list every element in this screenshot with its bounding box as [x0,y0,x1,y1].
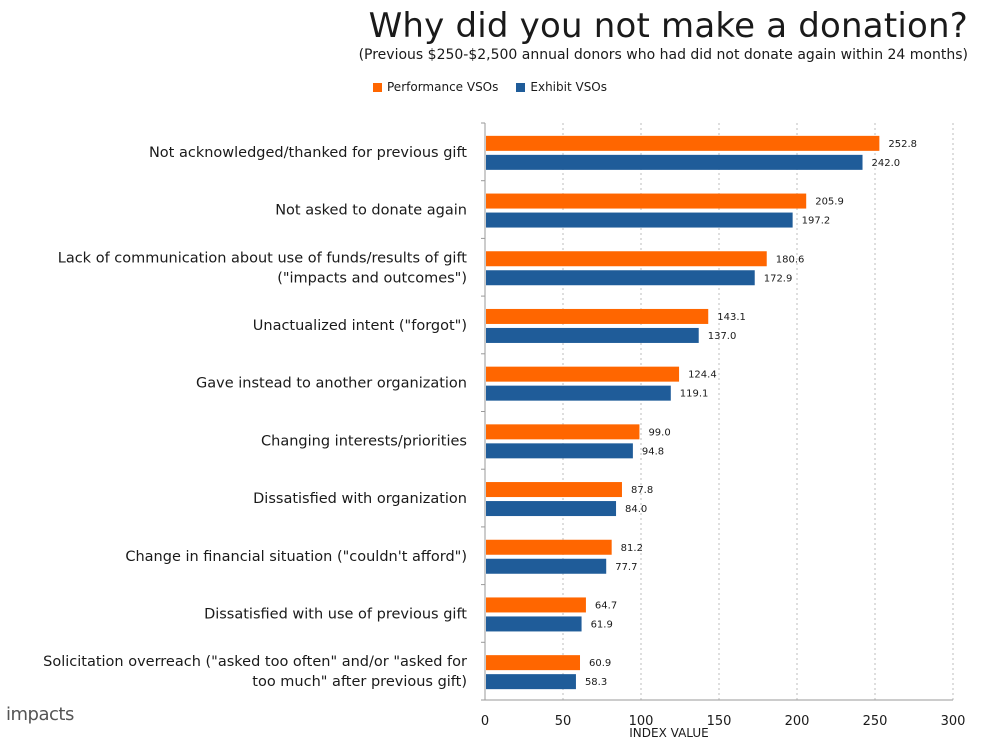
category-label: Lack of communication about use of funds… [58,250,468,266]
bar-performance [486,308,709,324]
bar-exhibit [486,674,576,690]
x-tick-label: 150 [707,714,732,729]
category-label: Dissatisfied with organization [253,491,467,507]
data-label: 180.6 [776,254,805,265]
data-label: 60.9 [589,658,611,669]
bar-performance [486,193,807,209]
impacts-logo: impacts [6,704,74,725]
data-label: 99.0 [648,427,670,438]
bar-exhibit [486,501,617,517]
data-label: 84.0 [625,504,647,515]
data-label: 87.8 [631,485,653,496]
data-label: 242.0 [872,158,901,169]
legend-item-performance: Performance VSOs [373,80,498,94]
bar-performance [486,135,880,151]
data-label: 58.3 [585,677,607,688]
x-tick-label: 200 [785,714,810,729]
bar-exhibit [486,270,755,286]
category-label: Not asked to donate again [275,203,467,219]
category-label: Unactualized intent ("forgot") [253,318,467,334]
category-label: Change in financial situation ("couldn't… [125,549,467,565]
data-label: 77.7 [615,562,637,573]
legend: Performance VSOs Exhibit VSOs [373,80,607,94]
x-axis-title: INDEX VALUE [629,726,708,737]
bar-exhibit [486,212,793,228]
bar-exhibit [486,616,582,632]
data-label: 137.0 [708,331,737,342]
x-tick-label: 100 [629,714,654,729]
category-label: Gave instead to another organization [196,376,467,392]
bar-performance [486,251,767,267]
bar-exhibit [486,327,699,343]
data-label: 61.9 [591,619,613,630]
x-tick-label: 300 [941,714,966,729]
category-label: Changing interests/priorities [261,433,467,449]
x-tick-label: 0 [481,714,489,729]
bar-exhibit [486,443,633,459]
bar-performance [486,539,612,555]
bar-performance [486,597,586,613]
category-label: too much" after previous gift) [252,674,467,690]
data-label: 94.8 [642,446,664,457]
bar-performance [486,482,622,498]
data-label: 64.7 [595,600,617,611]
bar-performance [486,424,640,440]
bar-performance [486,655,581,671]
x-tick-label: 50 [555,714,572,729]
legend-swatch-performance [373,82,382,92]
category-label: Dissatisfied with use of previous gift [204,606,467,622]
data-label: 172.9 [764,273,793,284]
data-label: 81.2 [621,543,643,554]
data-label: 124.4 [688,370,717,381]
data-label: 252.8 [888,139,917,150]
chart-title: Why did you not make a donation? [368,6,968,46]
bar-exhibit [486,558,607,574]
chart-subtitle: (Previous $250-$2,500 annual donors who … [358,47,968,63]
category-label: ("impacts and outcomes") [277,270,467,286]
x-tick-label: 250 [863,714,888,729]
legend-label-performance: Performance VSOs [387,80,499,94]
category-label: Not acknowledged/thanked for previous gi… [149,145,467,161]
legend-swatch-exhibit [516,82,526,92]
data-label: 143.1 [717,312,746,323]
bar-performance [486,366,680,382]
data-label: 205.9 [815,197,844,208]
bar-exhibit [486,385,671,401]
data-label: 197.2 [802,216,831,227]
legend-label-exhibit: Exhibit VSOs [530,80,608,94]
data-label: 119.1 [680,389,709,400]
legend-item-exhibit: Exhibit VSOs [516,80,607,94]
bar-exhibit [486,154,863,170]
category-label: Solicitation overreach ("asked too often… [43,654,467,670]
